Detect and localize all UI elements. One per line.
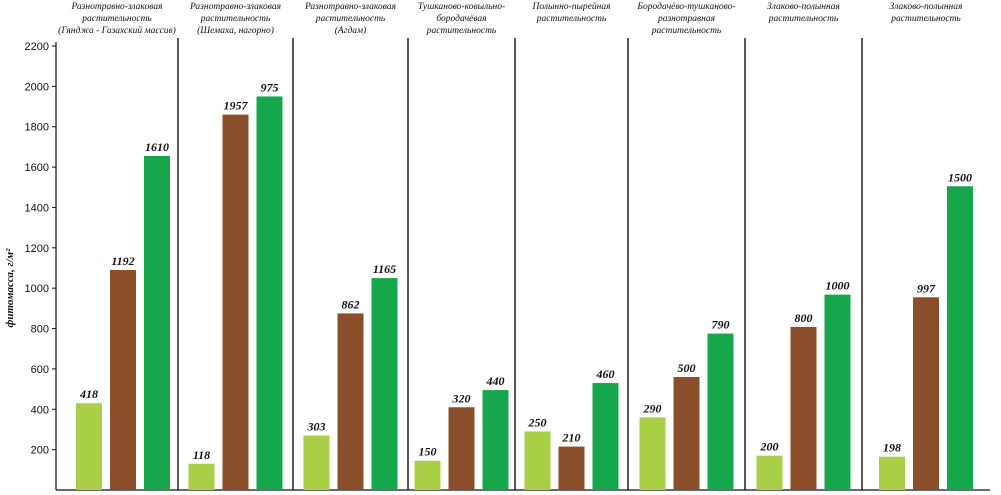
value-label: 200 — [760, 440, 779, 454]
bar — [303, 435, 330, 490]
y-tick-label: 2000 — [25, 81, 49, 93]
bar — [673, 376, 700, 490]
y-tick-label: 1400 — [25, 202, 49, 214]
y-tick-label: 1800 — [25, 122, 49, 134]
group-title-line: (Агдам) — [335, 25, 366, 36]
bar — [371, 278, 398, 490]
group-title-line: растительность — [890, 14, 961, 24]
value-label: 460 — [596, 367, 615, 381]
group-title: Злаково-полынная растительность — [890, 2, 963, 24]
group-title-line: растительность — [81, 14, 152, 24]
group-title: Бородачёво-тушканово-разнотравная растите… — [636, 1, 735, 36]
value-label: 997 — [917, 281, 936, 295]
group-title-line: растительность — [200, 14, 271, 24]
group-title: Злаково-полынная растительность — [767, 2, 840, 24]
value-label: 210 — [562, 431, 581, 445]
bar — [256, 96, 283, 491]
y-tick-label: 1600 — [25, 162, 49, 174]
y-tick-label: 400 — [31, 404, 49, 416]
bar — [707, 333, 734, 490]
y-tick-label: 800 — [31, 324, 49, 336]
bars — [76, 96, 973, 491]
bar — [947, 186, 973, 490]
y-tick-label: 600 — [31, 364, 49, 376]
value-label: 150 — [419, 445, 437, 459]
group-titles: Разнотравно-злаковая растительность (Гяндж… — [58, 1, 962, 36]
group-title-line: Злаково-полынная — [767, 2, 840, 12]
group-title: Разнотравно-злаковая растительность (Агдам… — [304, 2, 396, 36]
group-title: Разнотравно-злаковая растительность (Шемах… — [189, 2, 281, 36]
group-title-line: растительность — [768, 14, 839, 24]
bar — [76, 403, 102, 490]
value-label: 198 — [883, 441, 901, 455]
value-label: 800 — [795, 311, 813, 325]
group-title-line: Тушканово-ковыльно- — [418, 2, 505, 12]
y-axis-title: фитомасса, г/м² — [4, 248, 16, 328]
value-label: 1500 — [948, 170, 972, 184]
group-title-line: Бородачёво-тушканово- — [636, 1, 735, 12]
group-title-line: разнотравная — [657, 14, 715, 24]
bar — [639, 417, 666, 490]
group-title-line: Полынно-пырейная — [531, 1, 610, 12]
group-title-line: растительность — [315, 14, 386, 24]
bar — [482, 390, 509, 490]
bar — [790, 326, 817, 490]
group-title: Разнотравно-злаковая растительность (Гяндж… — [58, 2, 176, 36]
value-label: 118 — [193, 448, 210, 462]
y-tick-label: 200 — [31, 445, 49, 457]
value-label: 250 — [528, 415, 547, 429]
bar — [222, 114, 249, 491]
bar — [144, 155, 170, 490]
bar — [558, 446, 585, 490]
group-title-line: Злаково-полынная — [890, 2, 963, 12]
value-label: 862 — [342, 297, 360, 311]
value-label: 975 — [261, 80, 279, 94]
group-title-line: Разнотравно-злаковая — [304, 2, 396, 12]
group-title: Тушканово-ковыльно-бородачёвая растительн… — [418, 2, 505, 36]
group-title-line: бородачёвая — [436, 13, 486, 24]
value-label: 418 — [79, 387, 98, 401]
bar — [913, 297, 939, 490]
bar — [414, 460, 441, 490]
value-label: 1957 — [224, 99, 249, 113]
value-label: 1165 — [373, 262, 396, 276]
value-label: 440 — [486, 374, 505, 388]
value-label: 500 — [678, 361, 696, 375]
y-tick-label: 1000 — [25, 283, 49, 295]
group-title-line: (Шемаха, нагорно) — [197, 25, 274, 36]
value-label: 790 — [712, 318, 730, 332]
y-tick-label: 1200 — [25, 243, 49, 255]
bar — [824, 294, 851, 490]
bar — [448, 407, 475, 490]
bar — [188, 463, 215, 490]
group-title-line: растительность — [651, 26, 722, 36]
bar — [110, 270, 136, 490]
value-label: 1000 — [826, 279, 850, 293]
value-labels: 418 1192 1610 118 1957 975 303 862 1165 150 320 440… — [79, 80, 972, 461]
group-separators — [177, 38, 863, 490]
value-label: 290 — [643, 401, 662, 415]
group-title-line: растительность — [536, 14, 607, 24]
group-title: Полынно-пырейная растительность — [531, 1, 610, 24]
bar — [337, 313, 364, 490]
bar — [879, 456, 905, 490]
bar — [524, 431, 551, 490]
value-label: 1192 — [111, 254, 134, 268]
y-tick-label: 2200 — [25, 41, 49, 53]
group-title-line: Разнотравно-злаковая — [189, 2, 281, 12]
value-label: 303 — [307, 420, 326, 434]
bar — [592, 383, 619, 490]
value-label: 1610 — [145, 140, 169, 154]
group-title-line: (Гянджа - Газахский массив) — [58, 25, 176, 36]
value-label: 320 — [452, 391, 471, 405]
group-title-line: Разнотравно-злаковая — [70, 2, 162, 12]
group-title-line: растительность — [426, 26, 497, 36]
bar — [756, 455, 783, 490]
